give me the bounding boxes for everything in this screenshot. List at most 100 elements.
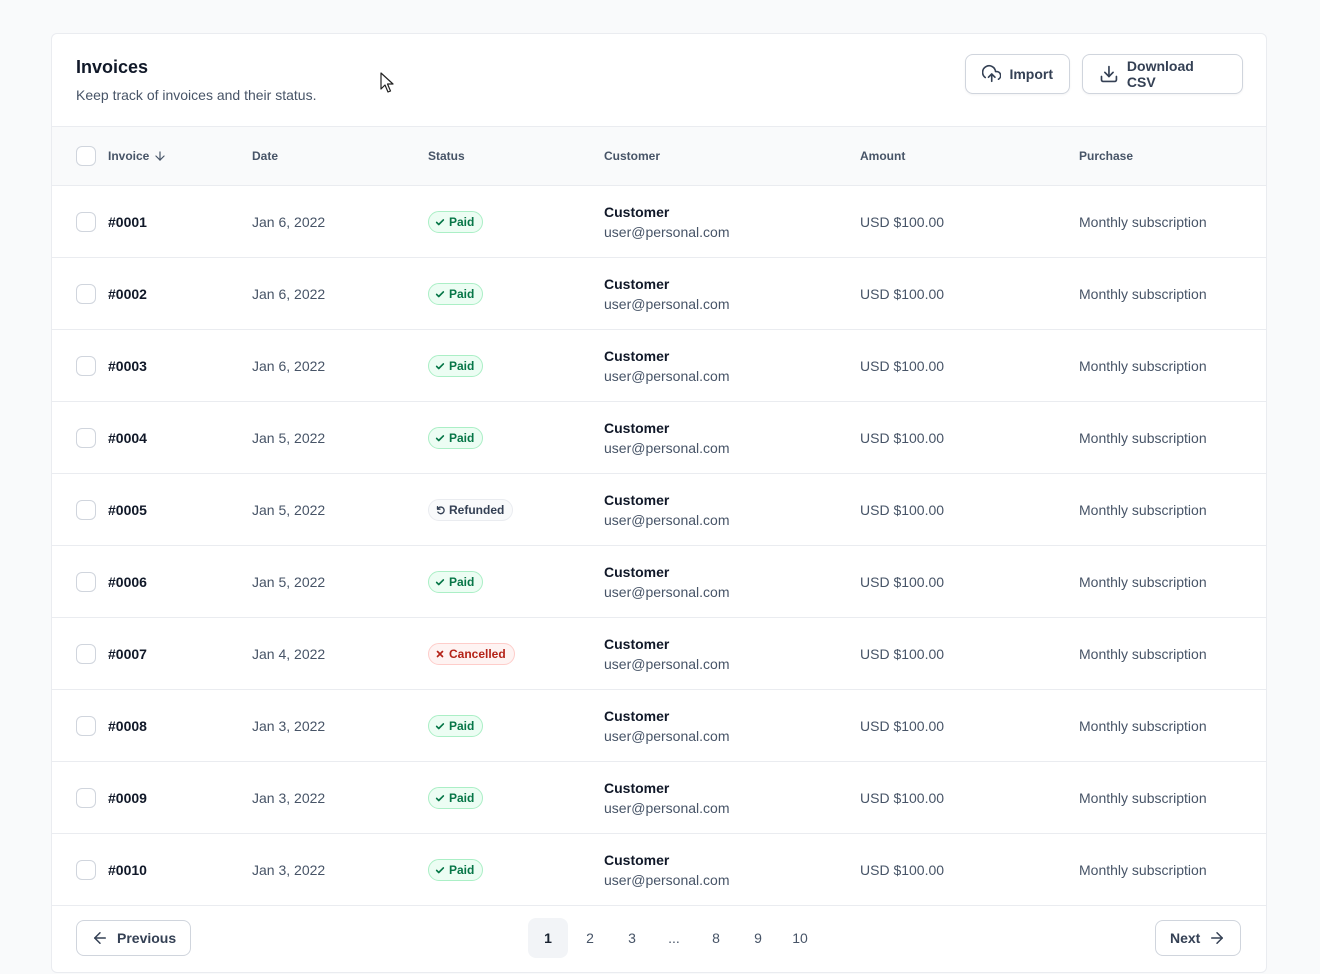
invoice-purchase: Monthly subscription <box>1079 501 1207 518</box>
select-all-checkbox[interactable] <box>76 146 96 166</box>
invoice-number: #0010 <box>108 861 147 878</box>
check-icon <box>435 722 445 729</box>
customer-email: user@personal.com <box>604 367 730 384</box>
page-number[interactable]: 10 <box>792 930 808 946</box>
row-checkbox[interactable] <box>76 644 96 664</box>
download-csv-button[interactable]: Download CSV <box>1082 54 1243 94</box>
status-label: Refunded <box>449 502 505 517</box>
status-badge: Paid <box>428 210 484 233</box>
customer-cell: Customer user@personal.com <box>604 258 730 329</box>
invoice-purchase: Monthly subscription <box>1079 717 1207 734</box>
page-numbers: 1 2 3... 8 9 10 <box>528 918 820 958</box>
page-number[interactable]: 8 <box>712 930 720 946</box>
table-row[interactable]: #0009 Jan 3, 2022 Paid Customer user@persona… <box>52 762 1266 834</box>
status-label: Paid <box>449 574 475 589</box>
table-row[interactable]: #0005 Jan 5, 2022 Refunded Customer user@per… <box>52 474 1266 546</box>
customer-email: user@personal.com <box>604 511 730 528</box>
customer-email: user@personal.com <box>604 223 730 240</box>
page-number[interactable]: 1 <box>528 918 568 958</box>
customer-name: Customer <box>604 563 670 580</box>
customer-cell: Customer user@personal.com <box>604 474 730 545</box>
column-customer: Customer <box>604 149 661 163</box>
invoice-date: Jan 4, 2022 <box>252 645 326 662</box>
column-purchase: Purchase <box>1079 149 1134 163</box>
table-row[interactable]: #0006 Jan 5, 2022 Paid Customer user@persona… <box>52 546 1266 618</box>
status-label: Paid <box>449 790 475 805</box>
status-label: Cancelled <box>449 646 506 661</box>
invoice-amount: USD $100.00 <box>860 717 945 734</box>
previous-button[interactable]: Previous <box>76 920 192 956</box>
table-row[interactable]: #0010 Jan 3, 2022 Paid Customer user@persona… <box>52 834 1266 906</box>
customer-cell: Customer user@personal.com <box>604 330 730 401</box>
invoice-date: Jan 5, 2022 <box>252 429 326 446</box>
row-checkbox[interactable] <box>76 284 96 304</box>
page-number[interactable]: 9 <box>754 930 762 946</box>
status-badge: Paid <box>428 282 484 305</box>
row-checkbox[interactable] <box>76 788 96 808</box>
row-checkbox[interactable] <box>76 428 96 448</box>
table-row[interactable]: #0003 Jan 6, 2022 Paid Customer user@persona… <box>52 330 1266 402</box>
check-icon <box>435 866 445 873</box>
mouse-cursor-icon <box>380 72 394 93</box>
page-number[interactable]: 3 <box>628 930 636 946</box>
status-cell: Paid <box>428 834 484 905</box>
table-row[interactable]: #0008 Jan 3, 2022 Paid Customer user@persona… <box>52 690 1266 762</box>
status-cell: Paid <box>428 690 484 761</box>
status-badge: Paid <box>428 786 484 809</box>
row-checkbox[interactable] <box>76 716 96 736</box>
check-icon <box>435 362 445 369</box>
customer-email: user@personal.com <box>604 727 730 744</box>
column-invoice: Invoice <box>108 149 150 163</box>
customer-email: user@personal.com <box>604 655 730 672</box>
status-cell: Paid <box>428 186 484 257</box>
invoice-date: Jan 5, 2022 <box>252 501 326 518</box>
customer-email: user@personal.com <box>604 583 730 600</box>
invoice-date: Jan 5, 2022 <box>252 573 326 590</box>
customer-email: user@personal.com <box>604 439 730 456</box>
download-icon <box>1100 65 1118 83</box>
status-label: Paid <box>449 286 475 301</box>
table-row[interactable]: #0004 Jan 5, 2022 Paid Customer user@persona… <box>52 402 1266 474</box>
table-row[interactable]: #0002 Jan 6, 2022 Paid Customer user@persona… <box>52 258 1266 330</box>
invoice-date: Jan 3, 2022 <box>252 789 326 806</box>
customer-name: Customer <box>604 491 670 508</box>
customer-name: Customer <box>604 707 670 724</box>
invoice-purchase: Monthly subscription <box>1079 645 1207 662</box>
status-cell: Paid <box>428 258 484 329</box>
customer-name: Customer <box>604 347 670 364</box>
page-number[interactable]: 2 <box>586 930 594 946</box>
row-checkbox[interactable] <box>76 356 96 376</box>
table-row[interactable]: #0001 Jan 6, 2022 Paid Customer user@persona… <box>52 186 1266 258</box>
table-row[interactable]: #0007 Jan 4, 2022 Cancelled Customer user@pe… <box>52 618 1266 690</box>
invoice-purchase: Monthly subscription <box>1079 429 1207 446</box>
row-checkbox[interactable] <box>76 572 96 592</box>
check-icon <box>435 794 445 801</box>
invoice-purchase: Monthly subscription <box>1079 573 1207 590</box>
column-invoice-sort[interactable]: Invoice <box>108 127 167 185</box>
invoice-amount: USD $100.00 <box>860 357 945 374</box>
arrow-right-icon <box>1211 932 1224 944</box>
customer-name: Customer <box>604 275 670 292</box>
status-badge: Paid <box>428 354 484 377</box>
row-checkbox[interactable] <box>76 212 96 232</box>
page-title: Invoices <box>76 57 149 77</box>
invoice-number: #0007 <box>108 645 147 662</box>
next-button[interactable]: Next <box>1155 920 1242 956</box>
page-subtitle: Keep track of invoices and their status. <box>76 87 317 103</box>
status-cell: Cancelled <box>428 618 515 689</box>
import-button[interactable]: Import <box>965 54 1070 94</box>
invoice-amount: USD $100.00 <box>860 429 945 446</box>
row-checkbox[interactable] <box>76 500 96 520</box>
invoice-purchase: Monthly subscription <box>1079 789 1207 806</box>
previous-label: Previous <box>117 930 177 946</box>
status-badge: Paid <box>428 858 484 881</box>
invoice-number: #0005 <box>108 501 147 518</box>
invoice-amount: USD $100.00 <box>860 501 945 518</box>
customer-name: Customer <box>604 419 670 436</box>
status-label: Paid <box>449 430 475 445</box>
status-badge: Paid <box>428 570 484 593</box>
invoice-number: #0002 <box>108 285 147 302</box>
invoice-date: Jan 6, 2022 <box>252 213 326 230</box>
status-badge: Paid <box>428 426 484 449</box>
row-checkbox[interactable] <box>76 860 96 880</box>
